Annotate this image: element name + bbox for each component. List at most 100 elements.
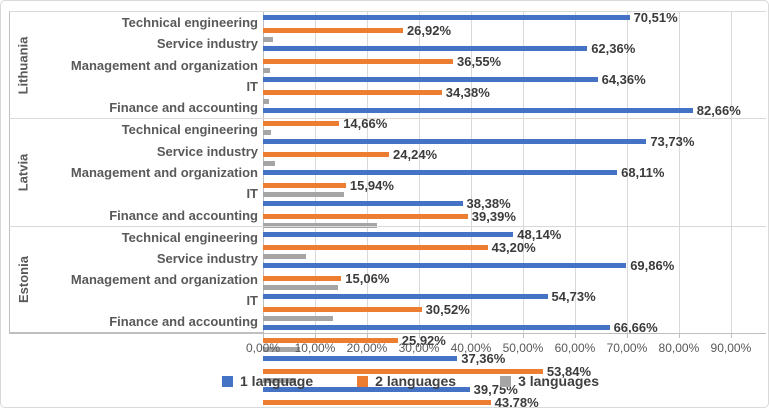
bar-2-languages <box>263 28 403 33</box>
bar-3-languages <box>263 316 333 321</box>
axis-tick-mark <box>678 334 680 338</box>
category-label: Management and organization <box>70 164 258 180</box>
axis-tick-label: 70,00% <box>606 341 648 355</box>
data-label: 14,66% <box>343 116 388 131</box>
legend-item-2-languages: 2 languages <box>357 373 456 389</box>
data-label: 37,36% <box>461 351 506 366</box>
group-label-text: Lithuania <box>15 36 31 95</box>
bar-1-language <box>263 294 548 299</box>
data-label: 26,92% <box>406 23 452 38</box>
legend-swatch <box>222 375 233 387</box>
plot-area: 70,51% 26,92% 62,36% 36,55% 64,36% 34,38% 82,6… <box>263 11 766 407</box>
category-label: Service industry <box>156 36 258 52</box>
axis-group-latvia: Latvia Technical engineering Service indus… <box>10 118 263 225</box>
category-label: Finance and accounting <box>109 100 258 116</box>
category-label: Management and organization <box>70 271 258 287</box>
data-label: 48,14% <box>517 227 562 242</box>
x-axis-ticks: 0,00% 10,00% 20,00% 30,00% 40,00% 50,00% 60,00… <box>246 334 766 358</box>
axis-tick-mark <box>314 334 316 338</box>
category-label: Management and organization <box>70 57 258 73</box>
data-label: 66,66% <box>613 320 658 335</box>
legend-item-1-language: 1 language <box>222 373 313 389</box>
axis-tick-mark <box>574 334 576 338</box>
bar-3-languages <box>263 223 378 228</box>
axis-tick-label: 90,00% <box>710 341 752 355</box>
bar-row: 82,66% 14,66% <box>263 104 766 135</box>
bar-1-language <box>263 232 514 237</box>
axis-tick-label: 60,00% <box>554 341 596 355</box>
bar-1-language <box>263 325 610 330</box>
bar-1-language <box>263 108 693 113</box>
bar-3-languages <box>263 161 275 166</box>
legend-swatch <box>500 375 512 387</box>
bar-1-language <box>263 170 618 175</box>
bar-2-languages <box>263 369 543 374</box>
axis-tick-mark <box>626 334 628 338</box>
data-label: 62,36% <box>591 41 636 56</box>
bar-3-languages <box>263 192 344 197</box>
bar-2-languages <box>263 338 398 343</box>
bar-2-languages <box>263 276 342 281</box>
axis-tick-mark <box>263 334 264 338</box>
group-label: Latvia <box>10 119 36 225</box>
category-label: Finance and accounting <box>109 313 258 329</box>
axis-tick-mark <box>366 334 368 338</box>
bar-2-languages <box>263 59 454 64</box>
axis-tick-label: 30,00% <box>398 341 440 355</box>
bar-3-languages <box>263 285 339 290</box>
bar-row: 64,36% 34,38% <box>263 73 766 104</box>
bar-2-languages <box>263 400 491 405</box>
group-label-text: Estonia <box>15 255 31 303</box>
axis-tick-mark <box>730 334 732 338</box>
category-label: Technical engineering <box>121 15 258 31</box>
x-axis-line <box>9 333 766 334</box>
axis-tick-mark <box>522 334 524 338</box>
bar-row: 69,86% 15,06% <box>263 259 766 290</box>
group-boundary-line <box>9 118 766 120</box>
data-label: 82,66% <box>696 103 741 118</box>
category-label: Technical engineering <box>121 122 258 138</box>
bar-2-languages <box>263 183 346 188</box>
axis-tick-label: 10,00% <box>294 341 336 355</box>
gridline <box>730 11 732 333</box>
group-boundary-line <box>9 11 766 12</box>
data-label: 73,73% <box>650 134 695 149</box>
data-label: 43,78% <box>494 395 539 408</box>
data-label: 39,39% <box>471 209 516 224</box>
bar-1-language <box>263 387 470 392</box>
bar-1-language <box>263 139 647 144</box>
data-label: 15,06% <box>345 271 390 286</box>
bar-row: 62,36% 36,55% <box>263 42 766 73</box>
axis-tick-mark <box>470 334 472 338</box>
axis-tick-mark <box>418 334 420 338</box>
data-label: 43,20% <box>491 240 536 255</box>
axis-tick-label: 40,00% <box>450 341 492 355</box>
group-label-text: Latvia <box>15 153 31 192</box>
axis-group-estonia: Estonia Technical engineering Service indu… <box>10 225 263 333</box>
bar-row: 54,73% 30,52% <box>263 290 766 321</box>
bar-2-languages <box>263 245 488 250</box>
gridline <box>626 11 628 333</box>
bar-3-languages <box>263 130 271 135</box>
axis-tick-label: 0,00% <box>245 341 281 355</box>
data-label: 25,92% <box>401 333 446 348</box>
data-label: 15,94% <box>349 178 394 193</box>
axis-group-lithuania: Lithuania Technical engineering Service in… <box>10 11 263 118</box>
data-label: 34,38% <box>445 85 490 100</box>
axis-tick-label: 50,00% <box>502 341 544 355</box>
bar-3-languages <box>263 254 307 259</box>
bar-row: 68,11% 15,94% <box>263 166 766 197</box>
bar-1-language <box>263 77 598 82</box>
bar-rows: 70,51% 26,92% 62,36% 36,55% 64,36% 34,38% 82,6… <box>263 11 766 407</box>
legend: 1 language 2 languages 3 languages <box>1 373 768 389</box>
bar-1-language <box>263 263 627 268</box>
data-label: 69,86% <box>630 258 675 273</box>
category-label: Service industry <box>156 143 258 159</box>
bar-3-languages <box>263 378 297 383</box>
gridline <box>678 11 680 333</box>
data-label: 53,84% <box>546 364 591 379</box>
bar-2-languages <box>263 90 442 95</box>
category-label: IT <box>246 78 258 94</box>
data-label: 38,38% <box>466 196 511 211</box>
